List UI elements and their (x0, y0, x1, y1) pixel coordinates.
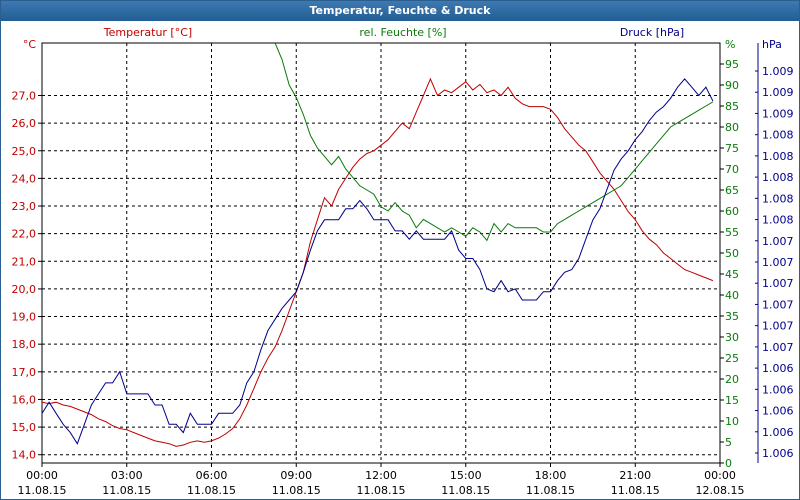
y-tick-label-temperature: 14,0 (12, 449, 37, 462)
x-tick-label-time: 21:00 (619, 469, 651, 482)
legend-pressure: Druck [hPa] (620, 26, 684, 39)
x-tick-label-time: 12:00 (365, 469, 397, 482)
x-tick-label-date: 11.08.15 (102, 484, 151, 497)
y-tick-label-humidity: 40 (725, 289, 739, 302)
y-tick-label-temperature: 16,0 (12, 393, 37, 406)
y-tick-label-pressure: 1.008 (762, 214, 794, 227)
y-tick-label-pressure: 1.007 (762, 341, 794, 354)
y-tick-label-pressure: 1.006 (762, 426, 794, 439)
y-tick-label-humidity: 5 (725, 436, 732, 449)
y-tick-label-pressure: 1.008 (762, 192, 794, 205)
axis-unit-pressure: hPa (762, 38, 782, 51)
x-tick-label-date: 11.08.15 (441, 484, 490, 497)
y-tick-label-humidity: 85 (725, 100, 739, 113)
y-tick-label-pressure: 1.007 (762, 298, 794, 311)
y-tick-label-temperature: 26,0 (12, 117, 37, 130)
y-tick-label-pressure: 1.008 (762, 171, 794, 184)
y-tick-label-temperature: 25,0 (12, 145, 37, 158)
y-tick-label-temperature: 17,0 (12, 366, 37, 379)
y-tick-label-humidity: 0 (725, 457, 732, 470)
y-tick-label-humidity: 90 (725, 79, 739, 92)
y-tick-label-temperature: 24,0 (12, 172, 37, 185)
y-tick-label-pressure: 1.007 (762, 256, 794, 269)
y-tick-label-temperature: 20,0 (12, 283, 37, 296)
y-tick-label-temperature: 23,0 (12, 200, 37, 213)
y-tick-label-pressure: 1.006 (762, 405, 794, 418)
x-tick-label-time: 06:00 (196, 469, 228, 482)
y-tick-label-humidity: 50 (725, 247, 739, 260)
y-tick-label-pressure: 1.008 (762, 129, 794, 142)
x-tick-label-time: 15:00 (450, 469, 482, 482)
y-tick-label-pressure: 1.006 (762, 362, 794, 375)
y-tick-label-humidity: 20 (725, 373, 739, 386)
axis-unit-temperature: °C (23, 38, 37, 51)
y-tick-label-temperature: 18,0 (12, 338, 37, 351)
y-tick-label-pressure: 1.007 (762, 235, 794, 248)
y-tick-label-pressure: 1.008 (762, 150, 794, 163)
x-tick-label-date: 11.08.15 (357, 484, 406, 497)
y-tick-label-pressure: 1.009 (762, 86, 794, 99)
y-tick-label-humidity: 25 (725, 352, 739, 365)
x-tick-label-date: 11.08.15 (526, 484, 575, 497)
y-tick-label-pressure: 1.009 (762, 107, 794, 120)
y-tick-label-pressure: 1.009 (762, 65, 794, 78)
y-tick-label-humidity: 60 (725, 205, 739, 218)
legend-temperature: Temperatur [°C] (103, 26, 192, 39)
y-tick-label-temperature: 19,0 (12, 311, 37, 324)
y-tick-label-temperature: 15,0 (12, 421, 37, 434)
axis-unit-humidity: % (725, 38, 735, 51)
legend-humidity: rel. Feuchte [%] (359, 26, 446, 39)
y-tick-label-humidity: 30 (725, 331, 739, 344)
y-tick-label-humidity: 95 (725, 58, 739, 71)
y-tick-label-humidity: 80 (725, 121, 739, 134)
y-tick-label-humidity: 15 (725, 394, 739, 407)
chart-title: Temperatur, Feuchte & Druck (1, 1, 799, 21)
x-tick-label-time: 18:00 (535, 469, 567, 482)
x-tick-label-time: 00:00 (26, 469, 58, 482)
y-tick-label-humidity: 35 (725, 310, 739, 323)
x-tick-label-time: 03:00 (111, 469, 143, 482)
y-tick-label-temperature: 22,0 (12, 228, 37, 241)
series-line-pressure (42, 78, 714, 445)
x-tick-label-date: 12.08.15 (696, 484, 745, 497)
x-tick-label-date: 11.08.15 (18, 484, 67, 497)
y-tick-label-pressure: 1.006 (762, 383, 794, 396)
y-tick-label-humidity: 45 (725, 268, 739, 281)
y-tick-label-temperature: 27,0 (12, 90, 37, 103)
y-tick-label-humidity: 70 (725, 163, 739, 176)
y-tick-label-humidity: 55 (725, 226, 739, 239)
y-tick-label-pressure: 1.006 (762, 447, 794, 460)
x-tick-label-date: 11.08.15 (187, 484, 236, 497)
x-tick-label-date: 11.08.15 (611, 484, 660, 497)
y-tick-label-humidity: 10 (725, 415, 739, 428)
y-tick-label-humidity: 75 (725, 142, 739, 155)
series-line-humidity (274, 43, 714, 242)
x-tick-label-time: 00:00 (704, 469, 736, 482)
y-tick-label-temperature: 21,0 (12, 255, 37, 268)
x-tick-label-time: 09:00 (280, 469, 312, 482)
y-tick-label-humidity: 65 (725, 184, 739, 197)
series-line-temperature (42, 77, 714, 447)
y-tick-label-pressure: 1.007 (762, 277, 794, 290)
y-tick-label-pressure: 1.007 (762, 320, 794, 333)
x-tick-label-date: 11.08.15 (272, 484, 321, 497)
